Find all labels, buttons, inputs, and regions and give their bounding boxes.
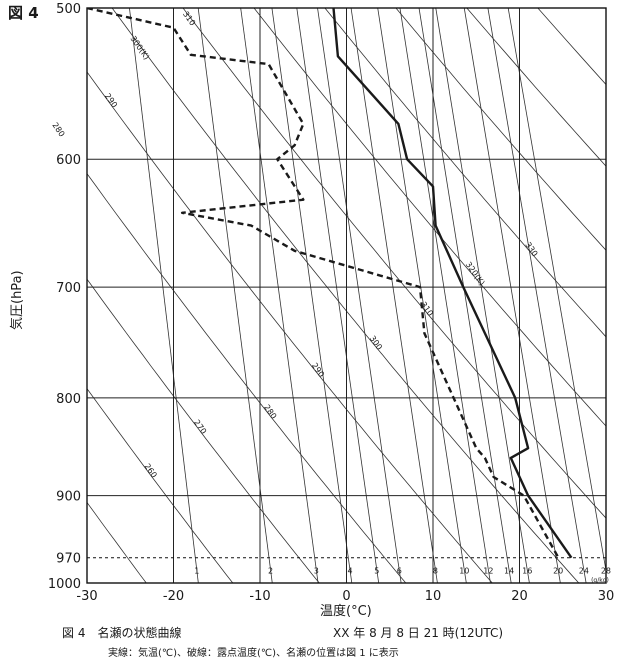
mixing-ratio-label: 10	[459, 566, 469, 575]
adiabat-label: 300	[368, 334, 384, 352]
y-tick-label: 700	[56, 281, 81, 296]
x-tick-label: 0	[342, 589, 350, 604]
mixing-ratio-label: 14	[504, 566, 514, 575]
dry-adiabat-line	[111, 8, 580, 583]
mixing-ratio-label: 24	[579, 566, 589, 575]
mixing-ratio-label: 28	[601, 566, 611, 575]
adiabat-label: 320(K)	[464, 260, 487, 287]
y-tick-label: 970	[56, 552, 81, 567]
dry-adiabat-line	[395, 8, 606, 251]
x-tick-label: -10	[249, 589, 270, 604]
dry-adiabat-line	[87, 278, 320, 583]
mixing-ratio-line	[418, 8, 512, 583]
mixing-ratio-line	[197, 8, 273, 583]
mixing-ratio-line	[507, 8, 606, 573]
adiabat-label: 310	[419, 300, 435, 318]
adiabat-label: 280	[262, 403, 278, 421]
adiabat-label: 310	[181, 10, 197, 28]
mixing-ratio-unit: (g/kg)	[591, 577, 609, 584]
x-tick-label: 30	[598, 589, 615, 604]
x-axis-label: 温度(°C)	[320, 604, 372, 619]
mixing-ratio-label: 3	[314, 566, 319, 575]
mixing-ratio-line	[317, 8, 402, 583]
adiabat-label: 260	[142, 462, 158, 480]
adiabat-label: 300(K)	[128, 34, 151, 61]
dry-adiabat-line	[87, 501, 147, 583]
mixing-ratio-line	[377, 8, 467, 583]
mixing-ratio-label: 2	[268, 566, 273, 575]
plot-frame	[86, 7, 607, 584]
mixing-ratio-label: 20	[553, 566, 563, 575]
dry-adiabat-line	[253, 8, 606, 427]
mixing-ratio-line	[271, 8, 353, 583]
y-tick-label: 500	[56, 2, 81, 17]
adiabat-label: 270	[192, 418, 208, 436]
mixing-ratio-line	[399, 8, 491, 583]
mixing-ratio-lines	[129, 8, 606, 583]
dry-adiabat-line	[182, 8, 606, 519]
dry-adiabat-lines	[87, 8, 636, 583]
adiabat-label: 280	[50, 121, 66, 139]
dry-adiabat-line	[324, 8, 606, 338]
mixing-ratio-label: 12	[483, 566, 493, 575]
dry-adiabat-line	[87, 71, 493, 583]
dry-adiabat-line	[466, 8, 606, 167]
y-tick-label: 1000	[48, 577, 81, 592]
mixing-ratio-label: 16	[522, 566, 532, 575]
caption-datetime: XX 年 8 月 8 日 21 時(12UTC)	[333, 626, 504, 640]
mixing-ratio-line	[487, 8, 587, 583]
y-tick-label: 800	[56, 392, 81, 407]
x-tick-label: -20	[163, 589, 184, 604]
adiabat-label: 290	[310, 361, 326, 379]
adiabat-label: 290	[103, 92, 119, 110]
caption-note: 実線：気温(℃)、破線：露点温度(℃)、名瀬の位置は図 1 に表示	[108, 648, 399, 659]
figure-number: 図 4	[8, 4, 39, 22]
mixing-ratio-line	[463, 8, 561, 583]
plot-border	[86, 7, 607, 584]
dewpoint-line	[87, 8, 560, 559]
x-tick-label: -30	[76, 589, 97, 604]
y-tick-label: 600	[56, 153, 81, 168]
mixing-ratio-line	[435, 8, 530, 583]
mixing-ratio-line	[129, 8, 199, 583]
mixing-ratio-line	[240, 8, 319, 583]
y-tick-label: 900	[56, 490, 81, 505]
mixing-ratio-label: 1	[194, 566, 199, 575]
temperature-line	[332, 8, 573, 559]
mixing-ratio-line	[350, 8, 438, 583]
y-axis-label: 気圧(hPa)	[10, 270, 25, 330]
caption-title: 図 4 名瀬の状態曲線	[62, 626, 182, 640]
dry-adiabat-line	[87, 388, 234, 583]
dry-adiabat-line	[609, 8, 636, 583]
mixing-ratio-line	[296, 8, 380, 583]
mixing-ratio-label: 6	[397, 566, 402, 575]
mixing-ratio-label: 8	[433, 566, 438, 575]
mixing-ratio-label: 4	[347, 566, 352, 575]
x-tick-label: 10	[425, 589, 442, 604]
x-tick-label: 20	[511, 589, 528, 604]
axis-ticks: 500 600 700 800 900 970 1000-30 -20 -10 0 10 20 30	[48, 2, 614, 604]
profile-lines	[87, 8, 573, 559]
adiabat-label: 330	[523, 241, 539, 259]
mixing-ratio-label: 5	[374, 566, 379, 575]
